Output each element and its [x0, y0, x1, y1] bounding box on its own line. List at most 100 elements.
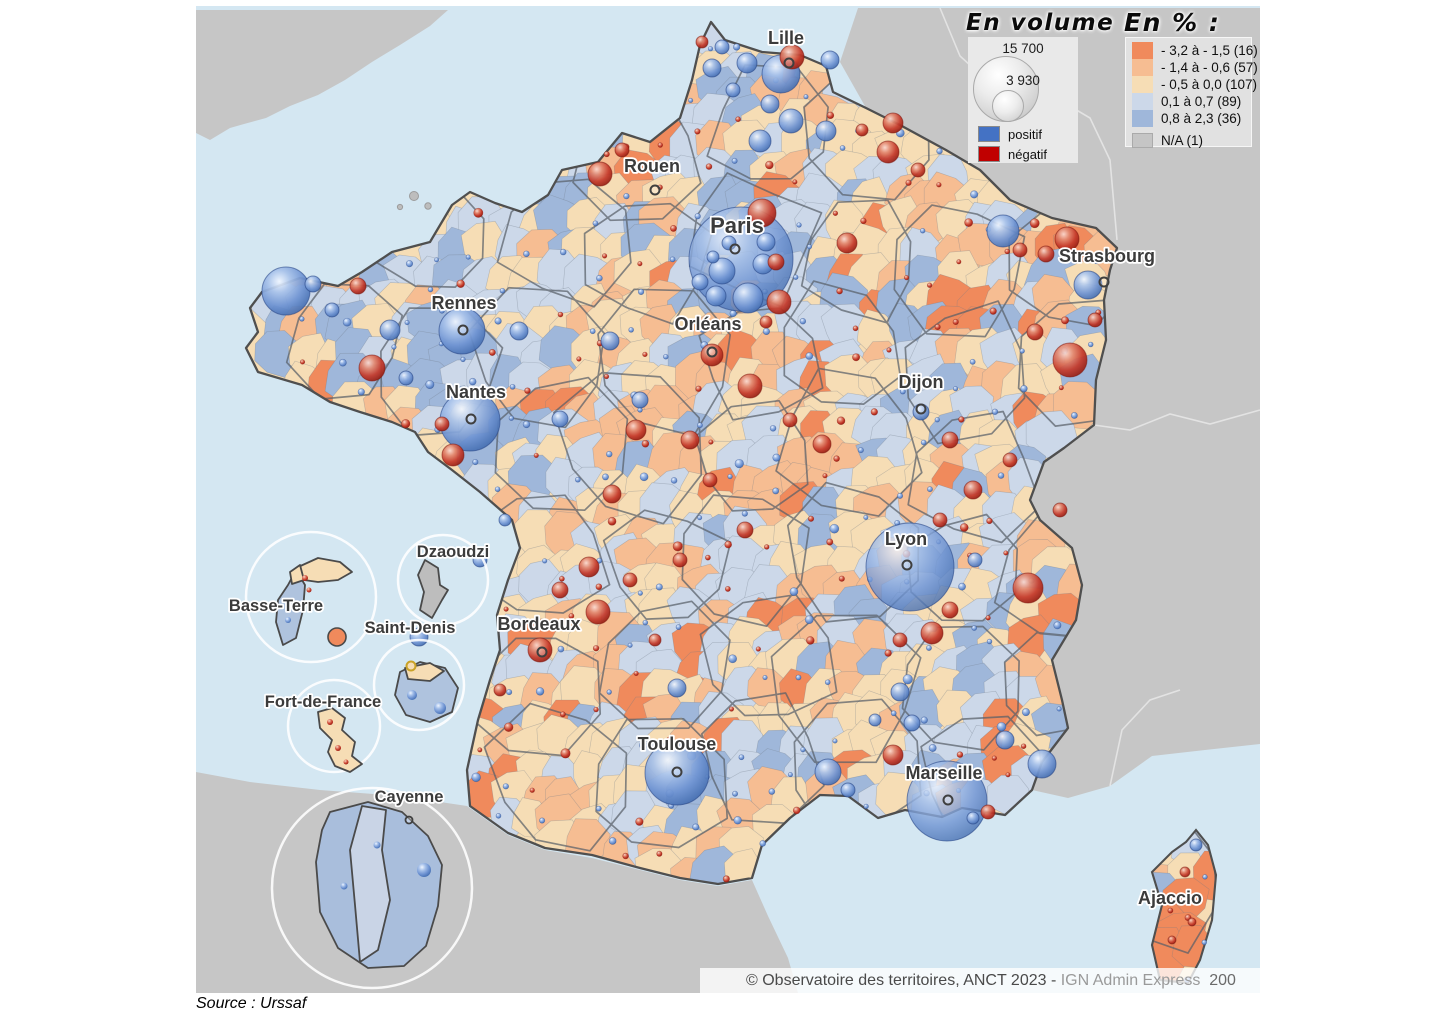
land-england	[196, 10, 448, 140]
city-marker	[671, 766, 683, 778]
bubble-negatif	[892, 632, 908, 648]
bubble-negatif	[747, 198, 777, 228]
class-label: - 0,5 à 0,0 (107)	[1161, 77, 1258, 92]
bubble-negatif	[941, 601, 959, 619]
bubble-positif	[667, 678, 687, 698]
city-marker	[649, 184, 661, 196]
city-labels: Lille Rouen Paris Strasbourg Rennes Orléans Na…	[227, 26, 1204, 910]
city-marker	[901, 559, 913, 571]
copyright-text: © Observatoire des territoires, ANCT 202…	[746, 971, 1061, 989]
bubble-negatif	[1167, 935, 1177, 945]
bubble-negatif	[779, 44, 805, 70]
inset-ring	[244, 530, 378, 664]
positif-swatch	[978, 126, 1000, 142]
channel-island	[396, 203, 404, 211]
legend-class-item: - 3,2 à - 1,5 (16)	[1132, 42, 1258, 59]
bubble-positif	[705, 285, 727, 307]
bubble-negatif	[737, 373, 763, 399]
bubble-negatif	[910, 162, 926, 178]
bubble-positif	[967, 552, 983, 568]
bubble-positif	[702, 58, 722, 78]
city-label: Rouen	[624, 156, 680, 176]
bubble-negatif	[1037, 245, 1055, 263]
class-label: - 1,4 à - 0,6 (57)	[1161, 60, 1258, 75]
bubble-negatif	[587, 161, 613, 187]
bubble-negatif	[551, 581, 569, 599]
bubble-positif	[398, 370, 414, 386]
overseas-insets	[244, 530, 490, 990]
positif-label: positif	[1008, 126, 1042, 142]
class-label: N/A (1)	[1161, 133, 1204, 148]
bubble-positif	[868, 713, 882, 727]
class-swatch	[1132, 110, 1153, 127]
bubble-negatif	[349, 277, 367, 295]
bubble-negatif	[1012, 572, 1044, 604]
legend-positif-row: positif	[978, 126, 1042, 142]
bubble-negatif	[585, 599, 611, 625]
class-swatch	[1132, 42, 1153, 59]
bubble-negatif	[493, 683, 507, 697]
bubble-positif	[721, 235, 737, 251]
bubble-positif	[691, 273, 709, 291]
bubble-negatif	[441, 443, 465, 467]
bubble-positif	[324, 302, 340, 318]
negatif-swatch	[978, 146, 1000, 162]
channel-island	[424, 202, 432, 210]
class-swatch	[1132, 59, 1153, 76]
bubble-positif	[725, 82, 741, 98]
bubble-negatif	[882, 112, 904, 134]
bubble-positif	[600, 331, 620, 351]
inset-ring	[396, 533, 490, 627]
class-label: - 3,2 à - 1,5 (16)	[1161, 43, 1258, 58]
legend-percent-title: En % :	[1124, 8, 1221, 37]
city-label: Paris	[710, 213, 764, 238]
bubble-negatif	[1002, 452, 1018, 468]
city-label: Basse-Terre	[229, 597, 323, 615]
city-marker	[536, 646, 548, 658]
city-label: Nantes	[446, 382, 506, 402]
bubble-negatif	[622, 572, 638, 588]
land-europe	[840, 8, 1260, 798]
city-label: Dzaoudzi	[417, 543, 489, 561]
legend-class-item: N/A (1)	[1132, 132, 1251, 149]
legend-class-item: - 0,5 à 0,0 (107)	[1132, 76, 1257, 93]
bubble-positif	[498, 513, 512, 527]
island	[417, 559, 449, 619]
bubble-negatif	[358, 354, 386, 382]
bubble-negatif	[782, 412, 798, 428]
legend-class-item: 0,1 à 0,7 (89)	[1132, 93, 1251, 110]
bubble-positif	[379, 319, 401, 341]
city-marker	[457, 324, 469, 336]
city-label: Toulouse	[638, 734, 717, 754]
bubble-positif	[732, 282, 764, 314]
bubble-positif	[815, 120, 837, 142]
inset-ring	[372, 638, 466, 732]
island	[327, 627, 347, 647]
city-label: Fort-de-France	[265, 693, 381, 711]
bubble-positif	[840, 782, 856, 798]
city-marker	[729, 243, 741, 255]
bubble-positif	[736, 52, 758, 74]
bubble-negatif	[1175, 895, 1185, 905]
bubble-negatif	[648, 633, 662, 647]
bubble-negatif	[527, 637, 553, 663]
bubble-negatif	[1087, 312, 1103, 328]
bubble-positif	[820, 50, 840, 70]
legend-class-item: 0,8 à 2,3 (36)	[1132, 110, 1251, 127]
bubble-negatif	[855, 123, 869, 137]
bubble-negatif	[602, 484, 622, 504]
source-note: Source : Urssaf	[196, 995, 307, 1012]
bubble-positif	[756, 232, 776, 252]
bubble-positif	[966, 811, 980, 825]
city-label: Lille	[768, 28, 804, 48]
city-label: Rennes	[431, 293, 496, 313]
bubble-negatif	[1187, 917, 1197, 927]
cayenne-marker	[404, 815, 414, 825]
bubble-positif	[778, 108, 804, 134]
legend-class-item: - 1,4 à - 0,6 (57)	[1132, 59, 1258, 76]
bubble-negatif	[812, 434, 832, 454]
bubble-positif	[706, 250, 720, 264]
bubble-negatif	[1012, 242, 1028, 258]
inset-ring	[286, 678, 382, 774]
